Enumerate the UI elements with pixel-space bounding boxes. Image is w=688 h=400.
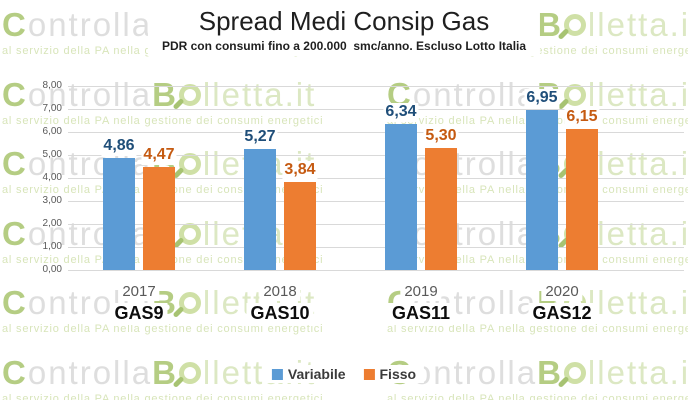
bar-fisso-2017 [143, 167, 175, 270]
bar-variabile-2017 [103, 158, 135, 270]
value-label: 4,47 [141, 146, 177, 165]
gridline [68, 155, 684, 156]
year-label: 2018 [259, 283, 301, 301]
page-subtitle: PDR con consumi fino a 200.000 smc/anno.… [161, 38, 527, 53]
gridline [68, 247, 684, 248]
bar-variabile-2019 [385, 124, 417, 270]
legend-item: Variabile [271, 366, 346, 382]
year-label: 2020 [541, 283, 583, 301]
page-title: Spread Medi Consip Gas [198, 6, 490, 36]
y-axis-label: 1,00 [42, 241, 62, 252]
gridline [68, 201, 684, 202]
bar-fisso-2020 [566, 128, 598, 270]
value-label: 6,15 [564, 107, 600, 126]
gridline [68, 109, 684, 110]
gridline [68, 178, 684, 179]
legend-item: Fisso [363, 366, 417, 382]
gas-label: GAS9 [110, 303, 168, 325]
y-axis-label: 5,00 [42, 149, 62, 160]
value-label: 4,86 [101, 137, 137, 156]
y-axis-label: 2,00 [42, 218, 62, 229]
legend: Variabile Fisso [263, 365, 425, 383]
gas-label: GAS12 [528, 303, 596, 325]
value-label: 5,27 [242, 127, 278, 147]
legend-swatch [363, 368, 375, 380]
year-label: 2019 [400, 283, 442, 301]
y-axis-label: 0,00 [42, 264, 62, 275]
gridline [68, 224, 684, 225]
y-axis-label: 7,00 [42, 103, 62, 114]
gridline [68, 132, 684, 133]
value-label: 3,84 [282, 160, 318, 180]
y-axis-label: 6,00 [42, 126, 62, 137]
bar-variabile-2018 [244, 148, 276, 270]
gridline [68, 86, 684, 87]
year-label: 2017 [118, 283, 160, 301]
bar-fisso-2018 [284, 181, 316, 270]
legend-label: Fisso [379, 366, 417, 382]
gridline [68, 270, 684, 271]
gas-label: GAS11 [387, 303, 455, 325]
y-axis-label: 3,00 [42, 195, 62, 206]
bar-fisso-2019 [425, 148, 457, 270]
bar-variabile-2020 [526, 110, 558, 270]
value-label: 5,30 [423, 127, 459, 146]
y-axis-label: 8,00 [42, 80, 62, 91]
y-axis-label: 4,00 [42, 172, 62, 183]
value-label: 6,95 [524, 89, 560, 108]
legend-swatch [271, 368, 283, 380]
value-label: 6,34 [383, 103, 419, 122]
gas-label: GAS10 [246, 303, 314, 325]
title-block: Spread Medi Consip Gas PDR con consumi f… [147, 5, 541, 56]
legend-label: Variabile [287, 366, 346, 382]
